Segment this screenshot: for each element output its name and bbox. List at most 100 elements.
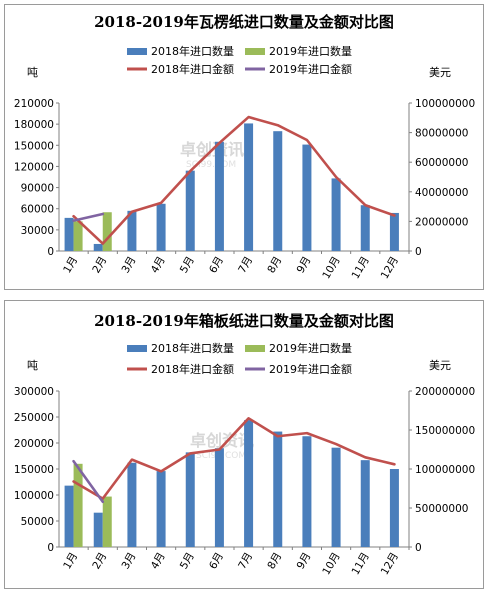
y-tick-label-left: 300000	[14, 386, 54, 398]
bar-import-2019	[102, 496, 112, 547]
y-tick-label-right: 80000000	[415, 128, 468, 140]
y-tick-label-left: 100000	[14, 490, 54, 502]
x-tick-label: 1月	[61, 551, 80, 572]
legend-swatch-import-2019	[245, 48, 265, 55]
y-tick-label-right: 50000000	[415, 503, 468, 515]
bar-import-2018	[273, 431, 283, 547]
bar-import-2018	[64, 217, 74, 251]
y-tick-label-left: 60000	[21, 204, 54, 216]
legend-label-amount-2019: 2019年进口金额	[269, 62, 352, 76]
x-tick-label: 3月	[120, 551, 139, 572]
y-tick-label-left: 90000	[21, 183, 54, 195]
x-tick-label: 4月	[149, 255, 168, 276]
y-tick-label-right: 200000000	[415, 386, 475, 398]
bar-import-2018	[389, 469, 399, 547]
legend-label-import-2019: 2019年进口数量	[269, 341, 352, 355]
bar-import-2018	[64, 485, 74, 547]
y-tick-label-left: 200000	[14, 438, 54, 450]
y-tick-label-left: 0	[47, 246, 54, 258]
line-amount-2018	[72, 417, 396, 500]
bar-import-2019	[102, 212, 112, 251]
legend-label-amount-2018: 2018年进口金额	[151, 362, 234, 376]
y-axis-unit-right: 美元	[429, 359, 451, 372]
x-tick-label: 11月	[350, 255, 372, 282]
bar-import-2018	[214, 448, 224, 547]
x-tick-label: 2月	[90, 551, 109, 572]
bar-import-2018	[389, 212, 399, 251]
x-tick-label: 7月	[236, 254, 255, 275]
x-tick-label: 1月	[61, 255, 80, 276]
x-tick-label: 7月	[236, 551, 255, 572]
y-tick-label-right: 60000000	[415, 157, 468, 169]
y-tick-label-left: 120000	[14, 161, 54, 173]
x-tick-label: 6月	[207, 551, 226, 572]
y-tick-label-left: 210000	[14, 98, 54, 110]
bar-import-2018	[127, 210, 137, 251]
y-axis-unit-right: 美元	[429, 66, 451, 79]
legend-label-amount-2018: 2018年进口金额	[151, 62, 234, 76]
chart-panel-corrugated: 2018-2019年瓦楞纸进口数量及金额对比图 2018年进口数量 2019年进口数…	[4, 4, 484, 290]
line-amount-2018	[72, 115, 396, 245]
bar-import-2018	[360, 460, 370, 547]
legend-swatch-import-2018	[127, 48, 147, 55]
x-tick-label: 5月	[178, 255, 197, 276]
x-tick-label: 5月	[178, 551, 197, 572]
legend-label-import-2018: 2018年进口数量	[151, 341, 234, 355]
chart-boxboard-svg: 2018-2019年箱板纸进口数量及金额对比图 2018年进口数量 2019年进口数…	[14, 312, 475, 578]
y-tick-label-right: 40000000	[415, 187, 468, 199]
y-tick-label-right: 20000000	[415, 216, 468, 228]
line-amount-2019	[72, 459, 105, 504]
bar-import-2018	[273, 131, 283, 251]
x-tick-label: 12月	[379, 551, 401, 578]
bar-import-2018	[93, 512, 103, 547]
y-tick-label-right: 0	[415, 246, 422, 258]
x-tick-label: 12月	[379, 255, 401, 282]
legend-swatch-import-2019	[245, 345, 265, 352]
y-axis-unit-left: 吨	[27, 359, 38, 372]
legend-label-import-2019: 2019年进口数量	[269, 44, 352, 58]
watermark-en: SCI99.COM	[186, 160, 236, 170]
bar-import-2018	[185, 170, 195, 251]
bar-import-2018	[244, 420, 254, 547]
y-tick-label-right: 100000000	[415, 98, 475, 110]
bar-import-2018	[156, 471, 166, 547]
y-tick-label-left: 50000	[21, 516, 54, 528]
y-tick-label-right: 100000000	[415, 464, 475, 476]
chart-panel-boxboard: 2018-2019年箱板纸进口数量及金额对比图 2018年进口数量 2019年进口数…	[4, 300, 484, 589]
y-axis-unit-left: 吨	[27, 66, 38, 79]
y-tick-label-left: 150000	[14, 140, 54, 152]
y-tick-label-left: 30000	[21, 225, 54, 237]
x-tick-label: 2月	[90, 255, 109, 276]
bar-import-2018	[93, 243, 103, 251]
bar-import-2018	[214, 141, 224, 251]
x-tick-label: 9月	[295, 551, 314, 572]
y-tick-label-left: 0	[47, 542, 54, 554]
y-tick-label-left: 250000	[14, 412, 54, 424]
bar-import-2018	[127, 462, 137, 547]
bar-import-2018	[331, 178, 341, 251]
chart-title: 2018-2019年箱板纸进口数量及金额对比图	[94, 312, 394, 330]
line-amount-2019	[72, 212, 105, 222]
bar-import-2018	[156, 203, 166, 251]
bar-import-2018	[302, 144, 312, 251]
y-tick-label-right: 0	[415, 542, 422, 554]
legend-label-amount-2019: 2019年进口金额	[269, 362, 352, 376]
x-tick-label: 6月	[207, 255, 226, 276]
bar-import-2018	[331, 447, 341, 547]
bar-import-2019	[73, 463, 83, 547]
legend-swatch-import-2018	[127, 345, 147, 352]
x-tick-label: 10月	[320, 255, 342, 282]
x-tick-label: 8月	[265, 255, 284, 276]
y-tick-label-left: 180000	[14, 119, 54, 131]
x-tick-label: 8月	[265, 551, 284, 572]
chart-title: 2018-2019年瓦楞纸进口数量及金额对比图	[94, 13, 394, 31]
y-tick-label-left: 150000	[14, 464, 54, 476]
y-tick-label-right: 150000000	[415, 425, 475, 437]
bar-import-2018	[302, 436, 312, 547]
bar-import-2018	[360, 205, 370, 251]
bar-import-2018	[244, 123, 254, 251]
x-tick-label: 3月	[120, 255, 139, 276]
watermark-cn: 卓创资讯	[190, 431, 254, 450]
chart-corrugated-svg: 2018-2019年瓦楞纸进口数量及金额对比图 2018年进口数量 2019年进口数…	[14, 13, 475, 282]
x-tick-label: 4月	[149, 551, 168, 572]
